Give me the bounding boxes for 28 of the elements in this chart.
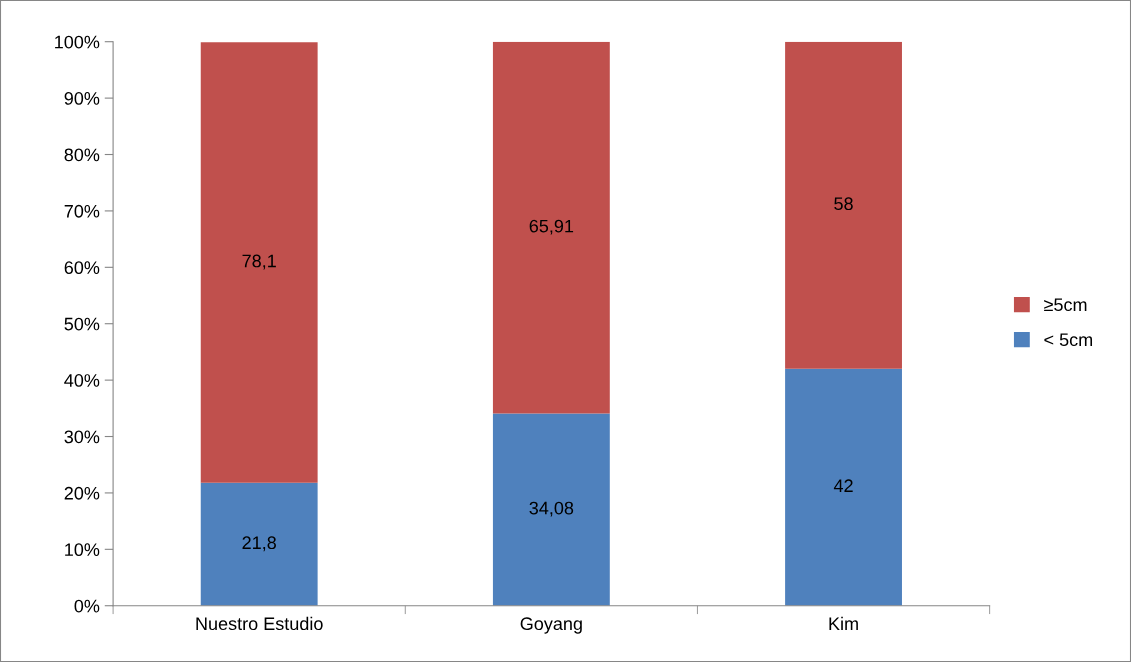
- x-tick-label: Kim: [829, 616, 858, 630]
- bar: [785, 41, 902, 369]
- y-tick-label: 70%: [64, 204, 100, 218]
- data-label: 58: [834, 197, 853, 211]
- y-tick-label: 10%: [65, 543, 100, 557]
- x-tick-label: Goyang: [520, 617, 582, 634]
- bar: [785, 368, 902, 606]
- y-tick-label: 100%: [55, 35, 100, 49]
- bar: [492, 41, 610, 414]
- y-tick-label: 40%: [64, 374, 100, 387]
- y-tick-label: 50%: [64, 317, 100, 331]
- y-tick-label: 90%: [64, 92, 100, 105]
- y-tick-label: 0%: [74, 599, 100, 613]
- data-label: 78,1: [242, 254, 276, 270]
- bar: [200, 42, 318, 483]
- bar: [200, 482, 318, 606]
- y-tick-label: 80%: [64, 148, 100, 162]
- data-label: 42: [833, 479, 853, 492]
- data-label: 21,8: [242, 536, 276, 552]
- x-tick-label: Nuestro Estudio: [196, 616, 323, 631]
- y-tick-label: 20%: [64, 486, 100, 500]
- data-label: 65,91: [529, 219, 574, 235]
- y-tick-label: 30%: [64, 430, 100, 444]
- bar: [492, 413, 610, 606]
- y-tick-label: 60%: [64, 261, 100, 275]
- legend-label: ≥5cm: [1044, 298, 1087, 312]
- data-label: 34,08: [529, 501, 574, 517]
- legend-label: < 5cm: [1044, 333, 1093, 347]
